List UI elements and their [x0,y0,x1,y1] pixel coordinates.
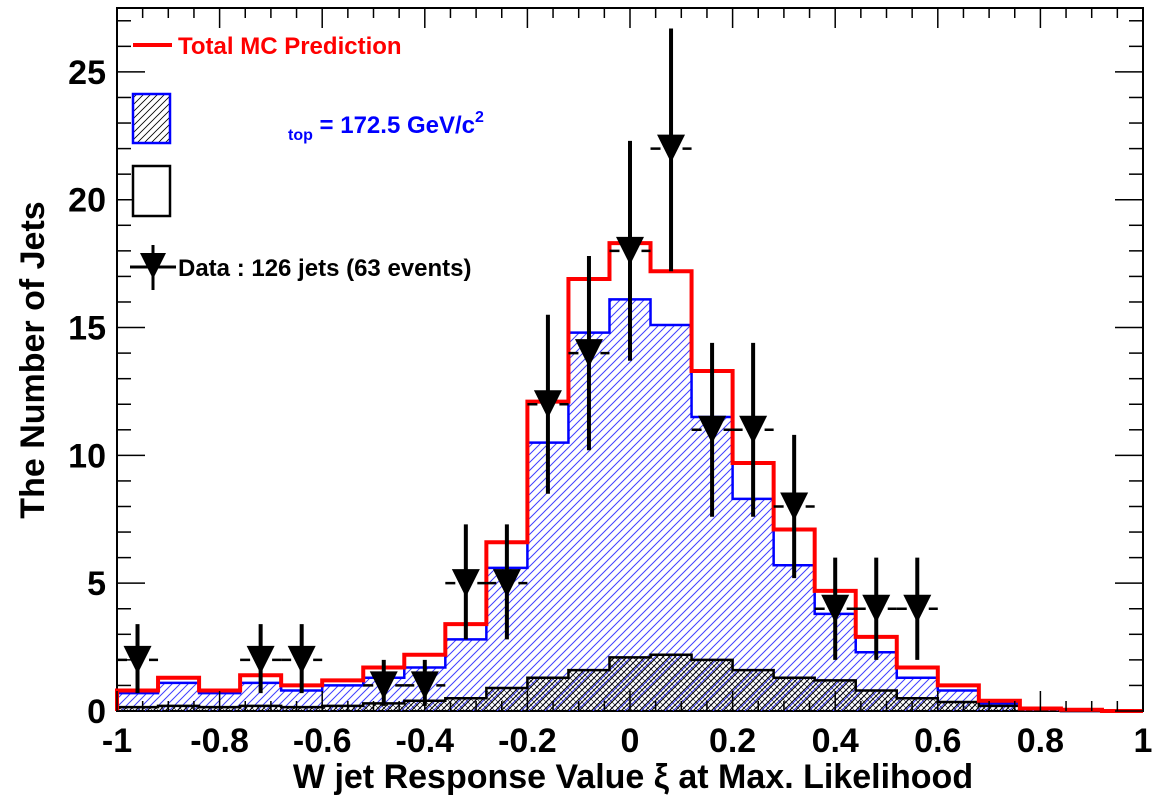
data-marker [903,594,932,623]
mass-annotation-subscript: top [288,127,313,144]
background-fill [117,654,1143,711]
data-marker [533,390,562,419]
x-tick-label: 0.4 [812,722,859,760]
data-point [363,659,405,706]
data-point [773,434,815,579]
data-marker [246,645,275,674]
data-points [117,28,938,706]
data-marker [821,594,850,623]
y-tick-label: 10 [68,437,106,475]
y-tick-labels: 0 5 10 15 20 25 [68,54,106,731]
data-point [691,342,733,517]
data-marker [369,671,398,700]
data-point [650,28,692,272]
legend: Total MC Prediction Data : 126 jets (63 … [130,33,484,290]
data-point [855,557,897,660]
legend-data-label: Data : 126 jets (63 events) [178,255,471,282]
x-tick-label: 0.6 [914,722,961,760]
total-mc-outline [115,241,1143,713]
data-marker [616,236,644,265]
x-axis-title: W jet Response Value ξ at Max. Likelihoo… [293,758,973,795]
legend-data-marker [130,245,176,290]
mass-annotation-value: = 172.5 GeV/c [313,112,475,139]
y-tick-label: 0 [87,693,106,731]
data-marker [123,645,152,674]
data-point [609,140,651,361]
data-marker [657,134,686,163]
mass-annotation-superscript: 2 [475,109,484,126]
x-tick-label: -0.6 [293,722,352,760]
legend-background-box [131,164,172,218]
data-marker [698,415,727,444]
y-tick-label: 20 [68,182,106,220]
y-tick-label: 15 [68,310,106,348]
data-marker [410,671,439,700]
y-tick-label: 5 [87,565,106,603]
legend-signal-box [131,92,172,145]
data-point [527,314,569,494]
x-tick-label: 0.2 [709,722,756,760]
x-tick-label: -0.2 [498,722,557,760]
data-point [240,624,282,694]
data-marker [287,645,316,674]
data-marker [780,492,809,521]
y-axis-title: The Number of Jets [14,201,52,518]
data-point [486,524,528,640]
data-marker [492,569,521,598]
data-point [445,524,487,640]
axis-ticks [116,8,1144,712]
data-point [281,624,323,694]
x-tick-label: -0.4 [396,722,455,760]
x-tick-label: -0.8 [190,722,249,760]
x-tick-label: 0 [621,722,640,760]
x-tick-label: 1 [1134,722,1153,760]
data-marker [451,569,480,598]
data-marker [739,415,768,444]
legend-mc-label: Total MC Prediction [178,33,402,60]
data-point [896,557,938,660]
y-tick-label: 25 [68,54,106,92]
data-point [568,255,610,451]
x-tick-labels: -1 -0.8 -0.6 -0.4 -0.2 0 0.2 0.4 0.6 0.8 1 [102,722,1153,760]
data-point [732,342,774,517]
data-marker [862,594,891,623]
data-marker [574,339,603,368]
x-tick-label: -1 [102,722,132,760]
data-point [814,557,856,660]
signal-fill [117,299,1143,711]
mass-annotation: top = 172.5 GeV/c2 [288,109,484,144]
x-tick-label: 0.8 [1017,722,1064,760]
